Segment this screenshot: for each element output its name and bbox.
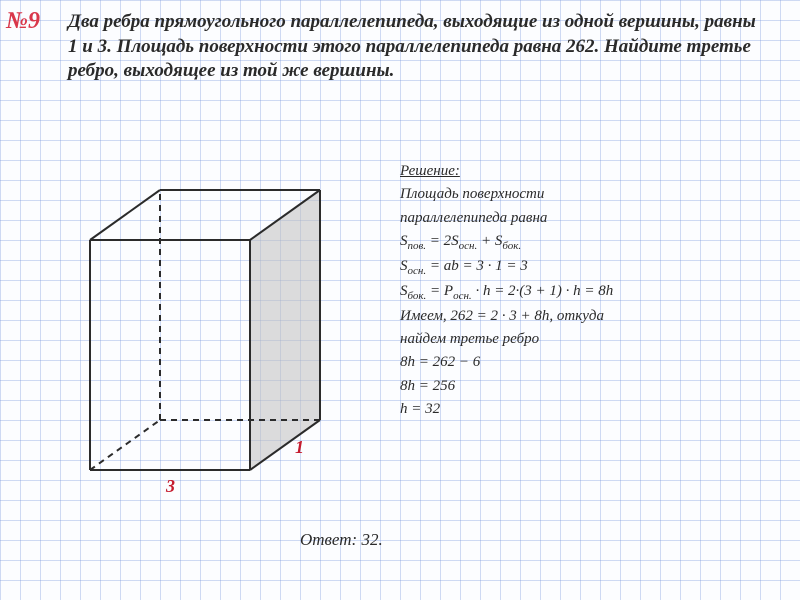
solution-line: 8h = 262 − 6 [400, 351, 780, 374]
solution-line: h = 32 [400, 398, 780, 421]
parallelepiped-figure: 1 3 [70, 170, 370, 510]
formula-surface: Sпов. = 2Sосн. + Sбок. [400, 230, 780, 255]
problem-text: Два ребра прямоугольного параллелепипеда… [68, 10, 768, 84]
solution-line: Площадь поверхности [400, 183, 780, 206]
formula-side: Sбок. = Pосн. · h = 2·(3 + 1) · h = 8h [400, 280, 780, 305]
solution-line: 8h = 256 [400, 375, 780, 398]
formula-base: Sосн. = ab = 3 · 1 = 3 [400, 255, 780, 280]
problem-number: №9 [6, 8, 40, 35]
parallelepiped-svg [70, 170, 370, 510]
solution-line: параллелепипеда равна [400, 207, 780, 230]
solution-line: найдем третье ребро [400, 328, 780, 351]
depth-label: 1 [295, 437, 304, 458]
solution-line: Имеем, 262 = 2 · 3 + 8h, откуда [400, 305, 780, 328]
answer-text: Ответ: 32. [300, 530, 383, 550]
solution-title: Решение: [400, 160, 780, 183]
width-label: 3 [166, 476, 175, 497]
solution-block: Решение: Площадь поверхности параллелепи… [400, 160, 780, 421]
